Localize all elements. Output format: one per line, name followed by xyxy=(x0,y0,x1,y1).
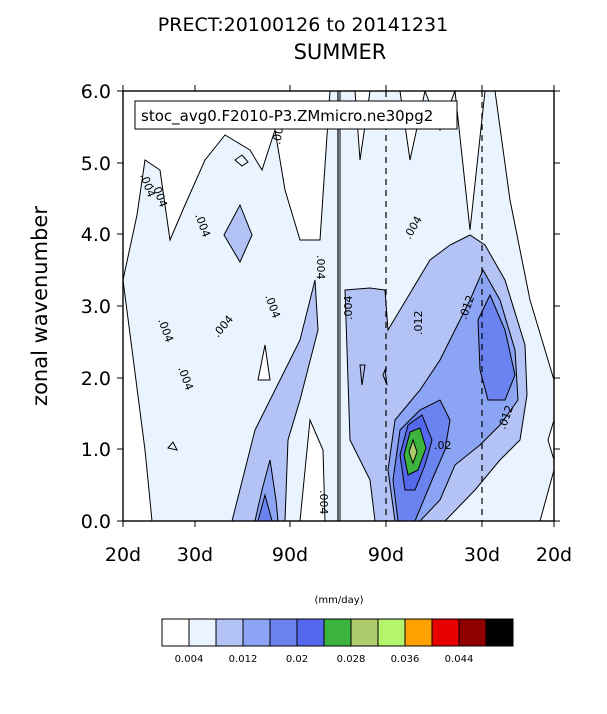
annotation-text: stoc_avg0.F2010-P3.ZMmicro.ne30pg2 xyxy=(141,107,433,126)
contour-line xyxy=(167,441,178,451)
colorbar-box xyxy=(161,618,190,647)
contour-region-0016-right xyxy=(477,293,516,401)
colorbar-label: 0.036 xyxy=(391,654,420,665)
chart-title: PRECT:20100126 to 20141231 xyxy=(158,14,448,36)
chart-subtitle: SUMMER xyxy=(294,40,387,64)
x-tick-label: 20d xyxy=(536,544,572,566)
contour-label: .004 xyxy=(314,255,327,280)
y-tick-label: 6.0 xyxy=(81,81,111,103)
colorbar-box xyxy=(269,618,298,647)
colorbar-box xyxy=(404,618,433,647)
contour-region-0012-left xyxy=(254,459,279,521)
y-tick-label: 2.0 xyxy=(81,368,111,390)
contour-label: .012 xyxy=(412,311,425,336)
y-axis-label: zonal wavenumber xyxy=(28,206,52,406)
colorbar-box xyxy=(458,618,487,647)
contour-region-0008-small xyxy=(223,203,253,264)
x-tick-labels: 20d 30d 90d 90d 30d 20d xyxy=(105,544,572,566)
colorbar-box xyxy=(431,618,460,647)
x-tick-label: 30d xyxy=(464,544,500,566)
y-tick-label: 1.0 xyxy=(81,439,111,461)
contour-label: .02 xyxy=(434,439,452,452)
x-tick-label: 20d xyxy=(105,544,141,566)
colorbar-label: 0.028 xyxy=(337,654,366,665)
y-tick-label: 5.0 xyxy=(81,153,111,175)
contour-line xyxy=(359,364,366,386)
colorbar-box xyxy=(377,618,406,647)
colorbar-box xyxy=(323,618,352,647)
colorbar-box xyxy=(350,618,379,647)
colorbar-label: 0.004 xyxy=(175,654,204,665)
contour-line xyxy=(234,154,249,167)
colorbar-label: 0.012 xyxy=(229,654,258,665)
y-tick-label: 0.0 xyxy=(81,511,111,533)
x-tick-label: 30d xyxy=(177,544,213,566)
y-tick-labels: 0.0 1.0 2.0 3.0 4.0 5.0 6.0 xyxy=(81,81,111,533)
contour-label: .004 xyxy=(342,296,355,321)
colorbar-label: 0.044 xyxy=(445,654,474,665)
colorbar-box xyxy=(215,618,244,647)
y-axis xyxy=(117,90,560,522)
y-tick-label: 3.0 xyxy=(81,296,111,318)
colorbar xyxy=(161,618,514,647)
contour-hole xyxy=(257,344,271,381)
colorbar-units: (mm/day) xyxy=(314,595,363,606)
annotation-box xyxy=(134,100,458,130)
contour-hole xyxy=(547,419,554,461)
colorbar-labels: 0.004 0.012 0.02 0.028 0.036 0.044 xyxy=(175,654,474,665)
plot-area: .004 .004 .004 .004 .004 .004 .004 .004 … xyxy=(123,91,554,521)
colorbar-box xyxy=(242,618,271,647)
x-axis xyxy=(122,85,555,527)
colorbar-box xyxy=(188,618,217,647)
contour-label: .004 xyxy=(317,490,330,515)
x-tick-label: 90d xyxy=(368,544,404,566)
colorbar-box xyxy=(296,618,325,647)
x-tick-label: 90d xyxy=(272,544,308,566)
contour-region-0008-left xyxy=(231,279,319,521)
y-tick-label: 4.0 xyxy=(81,224,111,246)
contour-region-0028 xyxy=(408,438,418,465)
colorbar-box xyxy=(485,618,514,647)
contour-region-0016-left xyxy=(257,493,273,521)
colorbar-label: 0.02 xyxy=(286,654,308,665)
